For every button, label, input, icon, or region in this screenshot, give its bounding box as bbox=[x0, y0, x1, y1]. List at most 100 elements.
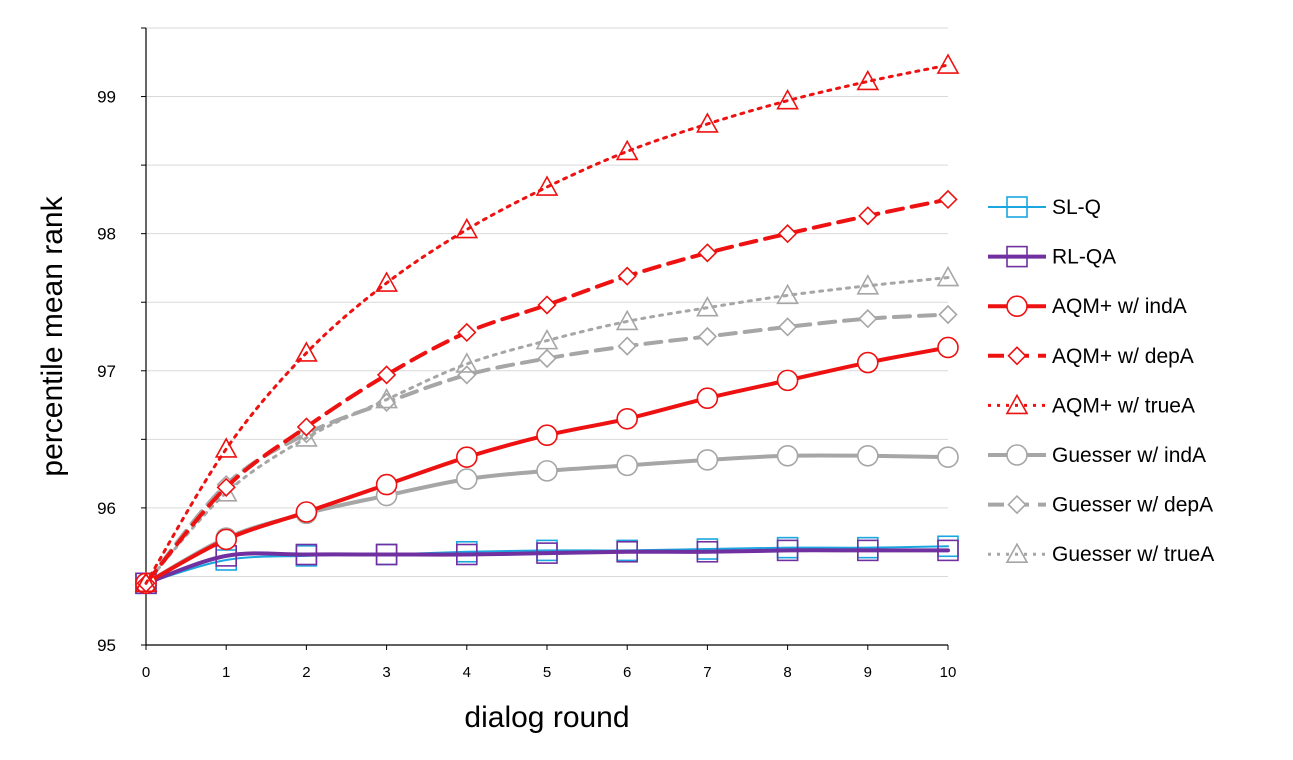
data-point bbox=[457, 322, 477, 343]
data-point bbox=[937, 539, 959, 562]
series-line bbox=[144, 63, 950, 585]
data-point bbox=[858, 206, 878, 226]
data-point bbox=[697, 243, 718, 263]
data-point bbox=[777, 317, 798, 337]
data-point bbox=[696, 449, 719, 471]
series-sl-q bbox=[135, 535, 959, 595]
legend-label: Guesser w/ depA bbox=[1052, 494, 1213, 517]
y-tick-label: 97 bbox=[97, 362, 116, 381]
data-point bbox=[696, 112, 719, 133]
data-point bbox=[615, 309, 639, 331]
data-point bbox=[776, 444, 799, 467]
data-point bbox=[535, 328, 559, 350]
legend-item: RL-QA bbox=[988, 246, 1116, 269]
legend-label: RL-QA bbox=[1052, 246, 1116, 269]
data-point bbox=[938, 189, 958, 210]
legend-item: AQM+ w/ indA bbox=[988, 295, 1187, 318]
data-point bbox=[617, 336, 637, 356]
series-group bbox=[134, 53, 960, 595]
legend-item: AQM+ w/ depA bbox=[988, 345, 1194, 368]
data-point bbox=[856, 444, 879, 467]
data-point bbox=[375, 271, 398, 292]
data-point bbox=[537, 295, 557, 315]
data-point bbox=[697, 326, 718, 347]
data-point bbox=[295, 501, 318, 523]
x-axis-title: dialog round bbox=[464, 701, 629, 734]
series-line bbox=[145, 545, 949, 585]
data-point bbox=[295, 426, 318, 447]
legend-item: Guesser w/ trueA bbox=[988, 542, 1214, 566]
legend: SL-Q RL-QA AQM+ w/ indA AQM+ w/ depA AQM+ w/… bbox=[988, 196, 1214, 566]
data-point bbox=[616, 540, 639, 563]
data-point bbox=[856, 351, 879, 374]
legend-item: Guesser w/ depA bbox=[988, 494, 1213, 517]
data-point bbox=[856, 69, 880, 91]
series-aqm-w-depa bbox=[136, 189, 958, 593]
data-point bbox=[696, 296, 719, 317]
data-point bbox=[215, 528, 237, 551]
data-point bbox=[536, 460, 558, 482]
data-point bbox=[936, 265, 960, 287]
data-point bbox=[455, 468, 478, 490]
data-point bbox=[615, 139, 639, 161]
data-point bbox=[216, 477, 236, 497]
x-tick-label: 9 bbox=[864, 664, 872, 681]
legend-swatch-marker bbox=[1006, 196, 1028, 218]
legend-label: SL-Q bbox=[1052, 196, 1101, 219]
data-point bbox=[375, 473, 398, 496]
legend-label: Guesser w/ trueA bbox=[1052, 543, 1214, 566]
y-axis-title: percentile mean rank bbox=[36, 195, 69, 476]
data-point bbox=[938, 304, 958, 325]
data-point bbox=[937, 336, 959, 359]
data-point bbox=[455, 446, 478, 468]
data-point bbox=[376, 365, 397, 385]
data-point bbox=[296, 417, 317, 437]
legend-label: AQM+ w/ indA bbox=[1052, 295, 1187, 318]
legend-swatch-marker bbox=[1007, 494, 1027, 515]
data-point bbox=[776, 369, 799, 392]
legend-item: Guesser w/ indA bbox=[988, 444, 1206, 467]
series-aqm-w-truea bbox=[134, 53, 960, 593]
data-point bbox=[214, 437, 238, 458]
data-point bbox=[537, 348, 557, 369]
data-point bbox=[134, 571, 158, 593]
data-point bbox=[455, 352, 479, 373]
data-point bbox=[536, 542, 558, 564]
x-tick-label: 8 bbox=[783, 664, 791, 681]
data-point bbox=[616, 454, 639, 477]
legend-swatch-marker bbox=[1005, 393, 1029, 415]
data-point bbox=[936, 53, 960, 74]
data-point bbox=[858, 309, 878, 329]
x-tick-label: 1 bbox=[222, 664, 230, 681]
y-tick-labels: 95 96 97 98 99 bbox=[97, 88, 116, 655]
data-point bbox=[536, 424, 558, 447]
y-tick-label: 98 bbox=[97, 225, 116, 244]
x-tick-labels: 0 1 2 3 4 5 6 7 8 9 10 bbox=[142, 664, 957, 681]
data-point bbox=[696, 540, 719, 563]
x-tick-label: 0 bbox=[142, 664, 150, 681]
data-point bbox=[776, 539, 799, 562]
data-point bbox=[457, 365, 477, 385]
x-tick-label: 7 bbox=[703, 664, 711, 681]
x-tick-label: 6 bbox=[623, 664, 631, 681]
legend-item: AQM+ w/ trueA bbox=[988, 393, 1195, 417]
legend-swatch-marker bbox=[1006, 444, 1028, 466]
data-point bbox=[856, 539, 879, 562]
data-point bbox=[856, 274, 880, 295]
series-line bbox=[144, 548, 950, 586]
legend-swatch-marker bbox=[1005, 542, 1029, 564]
data-point bbox=[455, 543, 478, 566]
legend-label: Guesser w/ indA bbox=[1052, 444, 1206, 467]
legend-label: AQM+ w/ depA bbox=[1052, 345, 1194, 368]
data-point bbox=[295, 341, 318, 362]
legend-item: SL-Q bbox=[988, 196, 1101, 219]
data-point bbox=[617, 266, 637, 286]
x-tick-label: 10 bbox=[940, 664, 957, 681]
data-point bbox=[375, 543, 398, 566]
series-line bbox=[144, 276, 950, 585]
x-tick-label: 2 bbox=[302, 664, 310, 681]
data-point bbox=[616, 407, 639, 430]
data-point bbox=[535, 175, 559, 196]
y-tick-label: 96 bbox=[97, 499, 116, 518]
